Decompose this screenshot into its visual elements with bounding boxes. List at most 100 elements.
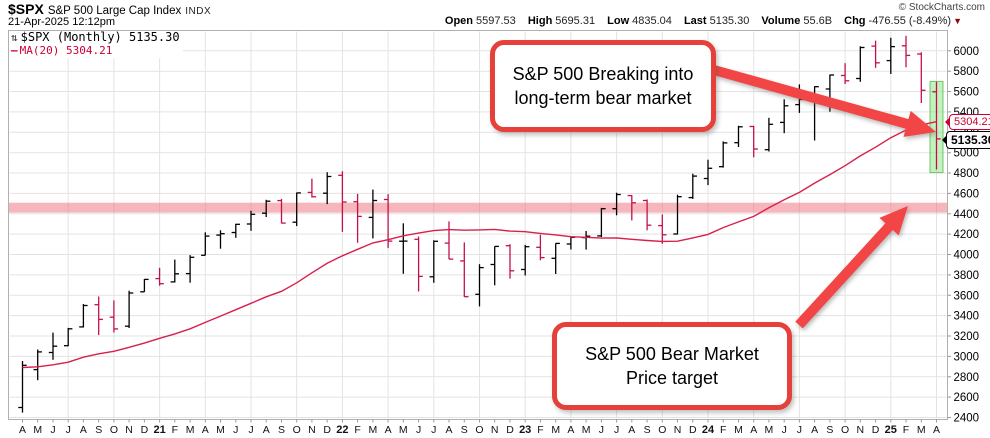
ohlc-bar: [886, 37, 895, 74]
y-axis: 2400 2600 2800 3000 3200 3400 3600 3800 4000 4200…: [947, 46, 980, 425]
last-label: Last: [683, 15, 707, 27]
x-axis-month-label: J: [66, 424, 71, 436]
x-axis: A M J J A S O N D 21 F M A M J J A S O N D 22 F M A M J J A S O N D 23 F M A…: [19, 419, 940, 436]
ohlc-bar: [414, 236, 423, 292]
last-price-flag-pointer-icon: [942, 135, 947, 145]
open-value: 5597.53: [476, 15, 516, 27]
x-axis-month-label: A: [811, 424, 818, 436]
x-axis-month-label: M: [399, 424, 408, 436]
x-axis-month-label: M: [369, 424, 378, 436]
ohlc-bar: [536, 234, 545, 261]
x-axis-year-label: 22: [336, 424, 348, 436]
ohlc-bar: [856, 46, 865, 82]
ohlc-bar: [490, 245, 499, 286]
x-axis-month-label: A: [750, 424, 757, 436]
ohlc-bar: [155, 267, 164, 286]
volume-label: Volume: [761, 15, 801, 27]
x-axis-month-label: M: [551, 424, 560, 436]
ohlc-bar: [734, 125, 743, 147]
ohlc-bar: [170, 259, 179, 283]
y-axis-label: 3000: [954, 351, 980, 363]
ohlc-bar: [475, 264, 484, 307]
gridlines: [9, 31, 947, 419]
y-axis-label: 6000: [954, 46, 980, 58]
y-axis-label: 5800: [954, 66, 980, 78]
x-axis-month-label: J: [233, 424, 238, 436]
x-axis-month-label: J: [797, 424, 802, 436]
ohlc-bar: [642, 199, 652, 231]
ohlc-bar: [627, 194, 636, 221]
x-axis-month-label: J: [416, 424, 421, 436]
y-axis-label: 3800: [954, 270, 980, 282]
ohlc-bar: [429, 240, 438, 283]
ohlc-bar: [79, 304, 88, 328]
ohlc-bar: [871, 40, 880, 68]
x-axis-month-label: O: [841, 424, 849, 436]
x-axis-month-label: N: [125, 424, 133, 436]
ma-price-flag: 5304.21: [945, 114, 990, 130]
y-axis-label: 4000: [954, 250, 980, 262]
symbol: $SPX: [8, 1, 44, 17]
ohlc-bar: [353, 193, 362, 243]
x-axis-month-label: S: [278, 424, 285, 436]
x-axis-month-label: S: [95, 424, 102, 436]
ohlc-bar: [901, 35, 911, 68]
ohlc-bar: [673, 194, 682, 235]
ohlc-bar: [551, 242, 560, 274]
x-axis-month-label: A: [263, 424, 270, 436]
ohlc-bar: [658, 214, 667, 244]
inspector-toggle-icon[interactable]: ⇅: [11, 31, 18, 44]
low-label: Low: [607, 15, 630, 27]
ohlc-bar: [597, 207, 606, 237]
x-axis-month-label: N: [308, 424, 316, 436]
chart-datetime: 21-Apr-2025 12:12pm: [8, 16, 116, 28]
ohlc-bar: [703, 159, 713, 186]
x-axis-month-label: F: [354, 424, 360, 436]
ohlc-bar: [216, 230, 225, 249]
ohlc-bar: [140, 278, 149, 293]
ohlc-bar: [292, 192, 301, 227]
ma-price-flag-value: 5304.21: [954, 116, 990, 128]
x-axis-month-label: M: [186, 424, 195, 436]
y-axis-label: 2600: [954, 392, 980, 404]
ohlc-bar: [566, 236, 576, 250]
last-price-flag: 5135.30: [942, 131, 990, 149]
x-axis-month-label: D: [506, 424, 514, 436]
x-axis-month-label: D: [141, 424, 149, 436]
ohlc-bar: [399, 223, 408, 274]
ma20-line: [22, 121, 937, 369]
arrow-to-breakdown: [712, 65, 936, 137]
x-axis-month-label: M: [917, 424, 926, 436]
ohlc-bar: [185, 255, 195, 283]
ohlc-bar: [719, 141, 728, 168]
x-axis-year-label: 23: [519, 424, 531, 436]
x-axis-month-label: N: [857, 424, 865, 436]
series-legend-label: $SPX (Monthly) 5135.30: [20, 30, 180, 44]
symbol-name: S&P 500 Large Cap Index: [47, 5, 182, 17]
x-axis-month-label: S: [826, 424, 833, 436]
y-axis-label: 4400: [954, 209, 980, 221]
callout-bear-market-price-target: S&P 500 Bear Market Price target: [552, 322, 792, 410]
ohlc-bar: [64, 327, 73, 347]
x-axis-month-label: M: [216, 424, 225, 436]
x-axis-month-label: O: [658, 424, 666, 436]
x-axis-month-label: S: [461, 424, 468, 436]
x-axis-month-label: N: [674, 424, 682, 436]
x-axis-month-label: M: [734, 424, 743, 436]
ohlc-bar: [368, 189, 378, 239]
y-axis-label: 3400: [954, 311, 980, 323]
callout-breaking-into-bear-market: S&P 500 Breaking into long-term bear mar…: [490, 40, 716, 132]
x-axis-month-label: F: [172, 424, 178, 436]
ohlc-bar: [764, 117, 774, 152]
x-axis-month-label: M: [33, 424, 42, 436]
x-axis-month-label: A: [19, 424, 26, 436]
y-axis-label: 3200: [954, 331, 980, 343]
x-axis-month-label: O: [475, 424, 483, 436]
ohlc-bar: [18, 361, 27, 413]
y-axis-label: 4600: [954, 188, 980, 200]
x-axis-month-label: D: [323, 424, 331, 436]
ohlc-bar: [780, 99, 789, 134]
ohlc-bar: [94, 296, 103, 336]
y-axis-label: 2800: [954, 372, 980, 384]
